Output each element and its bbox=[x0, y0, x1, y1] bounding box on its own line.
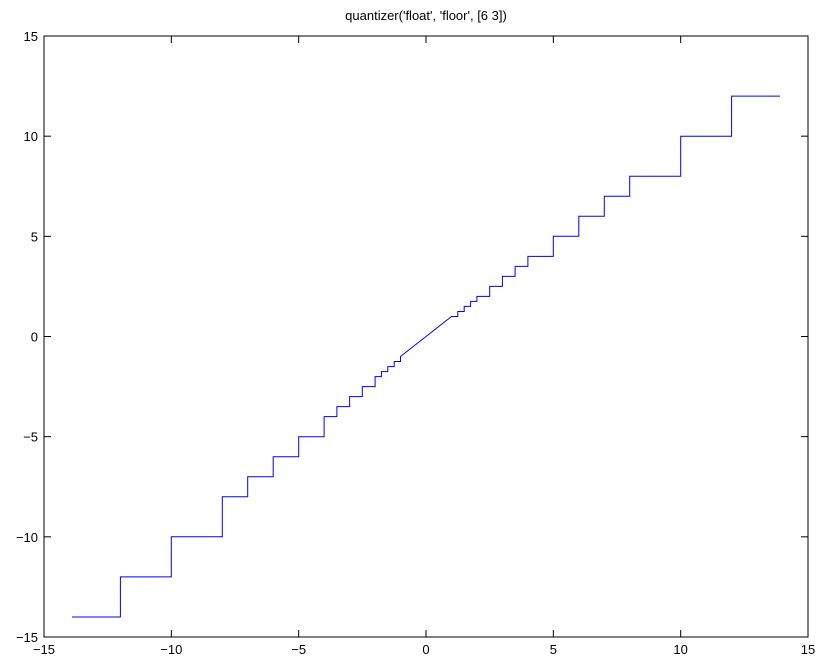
y-tick-label: 0 bbox=[31, 330, 38, 345]
series-line bbox=[72, 95, 780, 618]
chart-title: quantizer('float', 'floor', [6 3]) bbox=[345, 8, 507, 23]
x-tick-label: −15 bbox=[33, 642, 55, 657]
y-tick-label: −5 bbox=[23, 430, 38, 445]
x-tick-label: −5 bbox=[291, 642, 306, 657]
x-tick-label: 15 bbox=[801, 642, 815, 657]
y-tick-label: −15 bbox=[16, 630, 38, 645]
x-tick-label: −10 bbox=[160, 642, 182, 657]
y-tick-label: 10 bbox=[24, 129, 38, 144]
y-tick-label: −10 bbox=[16, 530, 38, 545]
axis-ticks bbox=[43, 35, 809, 638]
x-tick-label: 5 bbox=[550, 642, 557, 657]
x-tick-label: 10 bbox=[673, 642, 687, 657]
x-tick-label: 0 bbox=[422, 642, 429, 657]
y-tick-label: 5 bbox=[31, 229, 38, 244]
axis-tick-labels: −15 −10 −5 0 5 10 15 −15 −10 −5 0 5 10 15 bbox=[16, 29, 815, 657]
y-tick-label: 15 bbox=[24, 29, 38, 44]
